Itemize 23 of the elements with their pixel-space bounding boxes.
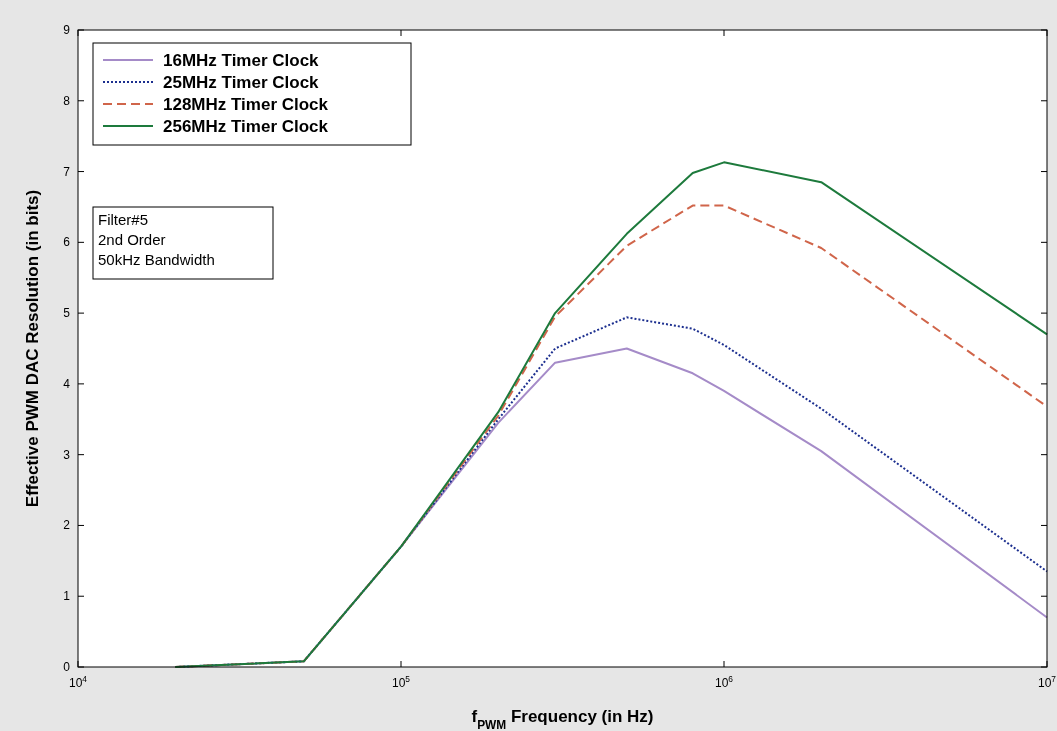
x-tick-label: 10$^{4}$ — [68, 674, 88, 690]
y-tick-label: 6 — [63, 235, 71, 250]
y-tick-label: 4 — [63, 376, 71, 391]
annotation: Filter#5 — [98, 211, 149, 228]
y-tick-label: 9 — [63, 23, 71, 37]
y-tick-label: 1 — [63, 589, 71, 604]
y-tick-label: 0 — [63, 660, 71, 674]
y-tick-label: 8 — [63, 93, 71, 108]
annotation: 2nd Order — [98, 231, 166, 248]
x-tick-label: 10$^{7}$ — [1037, 674, 1057, 690]
x-tick-label: 10$^{5}$ — [391, 674, 411, 690]
x-tick-label: 10$^{6}$ — [714, 674, 734, 690]
y-tick-label: 5 — [63, 306, 71, 321]
x-axis-title: f$_{PWM}$ Frequency (in Hz) — [471, 707, 654, 731]
y-tick-label: 3 — [63, 447, 71, 462]
legend-label: 128MHz Timer Clock — [163, 95, 329, 114]
y-tick-label: 7 — [63, 164, 71, 179]
legend-label: 16MHz Timer Clock — [163, 51, 320, 70]
annotation: 50kHz Bandwidth — [98, 251, 215, 268]
y-tick-label: 2 — [63, 518, 71, 533]
legend-label: 256MHz Timer Clock — [163, 117, 329, 136]
legend-label: 25MHz Timer Clock — [163, 73, 320, 92]
y-axis-title: Effective PWM DAC Resolution (in bits) — [23, 189, 42, 508]
